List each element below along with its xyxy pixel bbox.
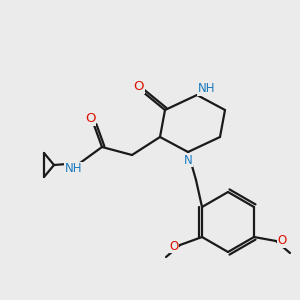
Text: O: O <box>278 235 286 248</box>
Text: O: O <box>134 80 144 94</box>
Text: NH: NH <box>65 163 83 176</box>
Text: O: O <box>85 112 95 125</box>
Text: O: O <box>169 239 178 253</box>
Text: N: N <box>184 154 192 166</box>
Text: NH: NH <box>198 82 216 95</box>
